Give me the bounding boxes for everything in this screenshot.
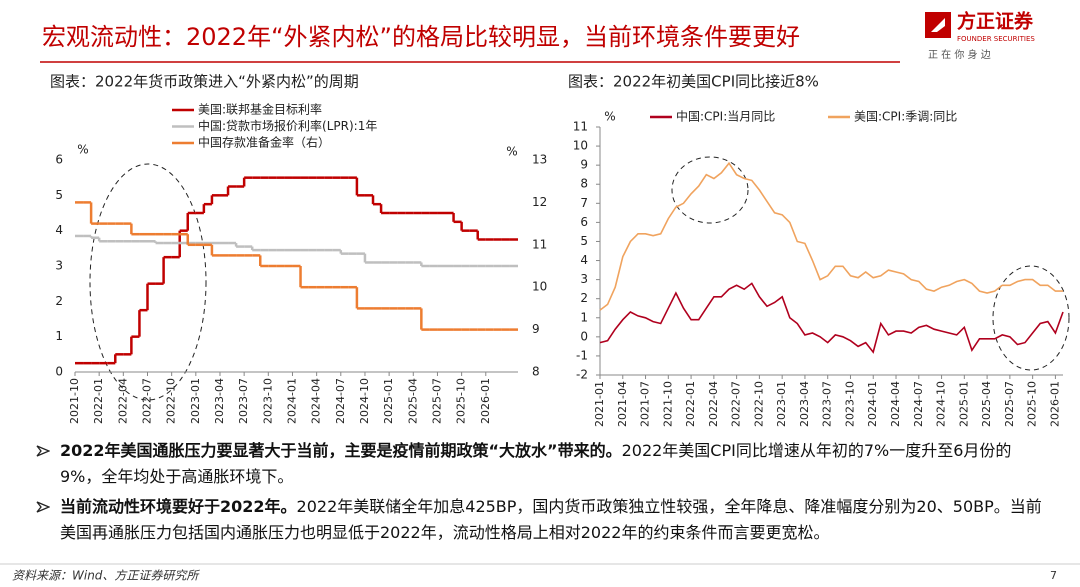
- x-tick-label: 2025-04: [980, 381, 993, 427]
- x-tick-label: 2023-04: [798, 381, 811, 427]
- x-tick-label: 2021-01: [593, 381, 606, 427]
- x-tick-label: 2021-04: [616, 381, 629, 427]
- y-tick-label: 6: [55, 153, 63, 167]
- y-tick-label: 7: [580, 196, 588, 210]
- x-tick-label: 2023-04: [213, 378, 226, 424]
- page-title: 宏观流动性：2022年“外紧内松”的格局比较明显，当前环境条件要更好: [42, 23, 800, 51]
- x-tick-label: 2022-10: [165, 378, 178, 424]
- legend-label: 中国存款准备金率（右）: [198, 135, 330, 150]
- legend-label: 美国:CPI:季调:同比: [854, 110, 957, 124]
- bullet: 当前流动性环境要好于2022年。2022年美联储全年加息425BP，国内货币政策…: [36, 494, 1045, 546]
- y-tick-label: 1: [55, 329, 63, 343]
- y-axis-label: %: [604, 110, 615, 124]
- bullet-arrow: [36, 445, 50, 457]
- y2-tick-label: 9: [532, 322, 540, 336]
- x-tick-label: 2025-07: [1003, 381, 1016, 427]
- bullet-text: 2022年美联储全年加息425BP，国内货币政策独立性较强，全年降息、降准幅度分…: [60, 497, 1042, 542]
- bullet-bold: 当前流动性环境要好于2022年。: [60, 497, 297, 516]
- x-tick-label: 2021-07: [639, 381, 652, 427]
- series-line: [599, 161, 1063, 311]
- x-tick-label: 2022-04: [116, 378, 129, 424]
- x-tick-label: 2026-01: [479, 378, 492, 424]
- y-tick-label: -2: [576, 368, 588, 382]
- highlight-ellipse: [671, 156, 749, 224]
- page-number: 7: [1050, 569, 1057, 582]
- x-tick-label: 2025-04: [406, 378, 419, 424]
- y-tick-label: 2: [580, 291, 588, 305]
- x-tick-label: 2021-10: [661, 381, 674, 427]
- x-tick-label: 2022-07: [140, 378, 153, 424]
- x-tick-label: 2021-10: [68, 378, 81, 424]
- y-tick-label: 3: [55, 259, 63, 273]
- x-tick-label: 2022-07: [730, 381, 743, 427]
- footer-source: 资料来源：Wind、方正证券研究所: [12, 569, 200, 583]
- legend-label: 美国:联邦基金目标利率: [198, 102, 322, 117]
- x-tick-label: 2024-04: [310, 378, 323, 424]
- x-tick-label: 2024-07: [334, 378, 347, 424]
- x-tick-label: 2022-04: [707, 381, 720, 427]
- y-tick-label: 4: [55, 223, 63, 237]
- x-tick-label: 2022-10: [752, 381, 765, 427]
- logo-mark: [931, 18, 945, 32]
- y-tick-label: 10: [573, 139, 588, 153]
- slogan: 正 在 你 身 边: [928, 48, 991, 61]
- y-tick-label: 1: [580, 310, 588, 324]
- bullet-arrow: [36, 501, 50, 513]
- y2-tick-label: 12: [532, 195, 547, 209]
- x-tick-label: 2024-04: [889, 381, 902, 427]
- x-tick-label: 2025-01: [957, 381, 970, 427]
- y-axis-label: %: [77, 143, 88, 157]
- legend-label: 中国:贷款市场报价利率(LPR):1年: [198, 118, 377, 133]
- y-tick-label: 11: [573, 120, 588, 134]
- y2-axis-label: %: [506, 145, 517, 159]
- x-tick-label: 2025-07: [430, 378, 443, 424]
- y2-tick-label: 8: [532, 365, 540, 379]
- x-tick-label: 2023-01: [189, 378, 202, 424]
- bullet-bold: 2022年美国通胀压力要显著大于当前，主要是疫情前期政策“大放水”带来的。: [60, 441, 622, 460]
- y-tick-label: 2: [55, 294, 63, 308]
- x-tick-label: 2023-10: [261, 378, 274, 424]
- series-line: [599, 282, 1064, 354]
- x-tick-label: 2023-07: [821, 381, 834, 427]
- x-tick-label: 2024-07: [912, 381, 925, 427]
- y-tick-label: 9: [580, 158, 588, 172]
- chart-title: 图表：2022年货币政策进入“外紧内松”的周期: [50, 73, 359, 91]
- highlight-ellipse: [89, 163, 207, 401]
- x-tick-label: 2024-01: [866, 381, 879, 427]
- x-tick-label: 2023-10: [843, 381, 856, 427]
- x-tick-label: 2023-07: [237, 378, 250, 424]
- x-tick-label: 2026-01: [1048, 381, 1061, 427]
- x-tick-label: 2022-01: [684, 381, 697, 427]
- y2-tick-label: 10: [532, 280, 547, 294]
- y-tick-label: 8: [580, 177, 588, 191]
- y-tick-label: 6: [580, 215, 588, 229]
- y-tick-label: 4: [580, 253, 588, 267]
- x-tick-label: 2024-01: [285, 378, 298, 424]
- x-tick-label: 2024-10: [935, 381, 948, 427]
- x-tick-label: 2025-10: [455, 378, 468, 424]
- y-tick-label: 0: [55, 365, 63, 379]
- y-tick-label: 5: [580, 234, 588, 248]
- chart-title: 图表：2022年初美国CPI同比接近8%: [568, 73, 819, 91]
- y2-tick-label: 11: [532, 237, 547, 251]
- x-tick-label: 2022-01: [92, 378, 105, 424]
- x-tick-label: 2025-01: [382, 378, 395, 424]
- x-tick-label: 2024-10: [358, 378, 371, 424]
- logo-en: FOUNDER SECURITIES: [957, 35, 1035, 43]
- legend-label: 中国:CPI:当月同比: [676, 109, 775, 124]
- y-tick-label: 5: [55, 188, 63, 202]
- bullet-text: 2022年美国CPI同比增速从年初的7%一度升至6月份的9%，全年均处于高通胀环…: [60, 441, 1012, 486]
- y-tick-label: 3: [580, 272, 588, 286]
- bullet: 2022年美国通胀压力要显著大于当前，主要是疫情前期政策“大放水”带来的。202…: [36, 438, 1045, 490]
- y-tick-label: -1: [576, 348, 588, 362]
- highlight-ellipse: [992, 265, 1070, 371]
- x-tick-label: 2023-01: [775, 381, 788, 427]
- y-tick-label: 0: [580, 329, 588, 343]
- y2-tick-label: 13: [532, 153, 547, 167]
- x-tick-label: 2025-10: [1026, 381, 1039, 427]
- logo-name: 方正证券: [957, 10, 1034, 33]
